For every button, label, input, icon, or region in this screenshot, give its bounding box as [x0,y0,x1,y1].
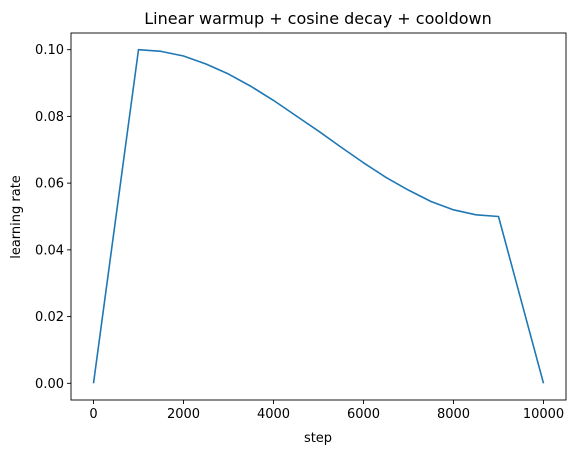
series-line [92,48,545,384]
chart-title: Linear warmup + cosine decay + cooldown [144,9,492,28]
y-tick-label: 0.00 [35,377,64,392]
y-tick-label: 0.08 [35,110,64,125]
x-tick-label: 8000 [437,407,470,422]
y-tick-label: 0.02 [35,310,64,325]
x-tick-label: 4000 [257,407,290,422]
plot-area: 0 2000 4000 6000 8000 10000 0.00 0.02 0.04 0.06 0.… [35,32,567,422]
x-tick-label: 10000 [523,407,564,422]
x-tick-label: 0 [89,407,97,422]
x-tick-label: 2000 [167,407,200,422]
x-tick-label: 6000 [347,407,380,422]
y-tick-label: 0.06 [35,177,64,192]
y-tick-label: 0.10 [35,43,64,58]
y-axis-label: learning rate [9,175,24,259]
plot-frame [70,32,567,401]
x-axis-label: step [304,431,332,446]
y-tick-label: 0.04 [35,243,64,258]
